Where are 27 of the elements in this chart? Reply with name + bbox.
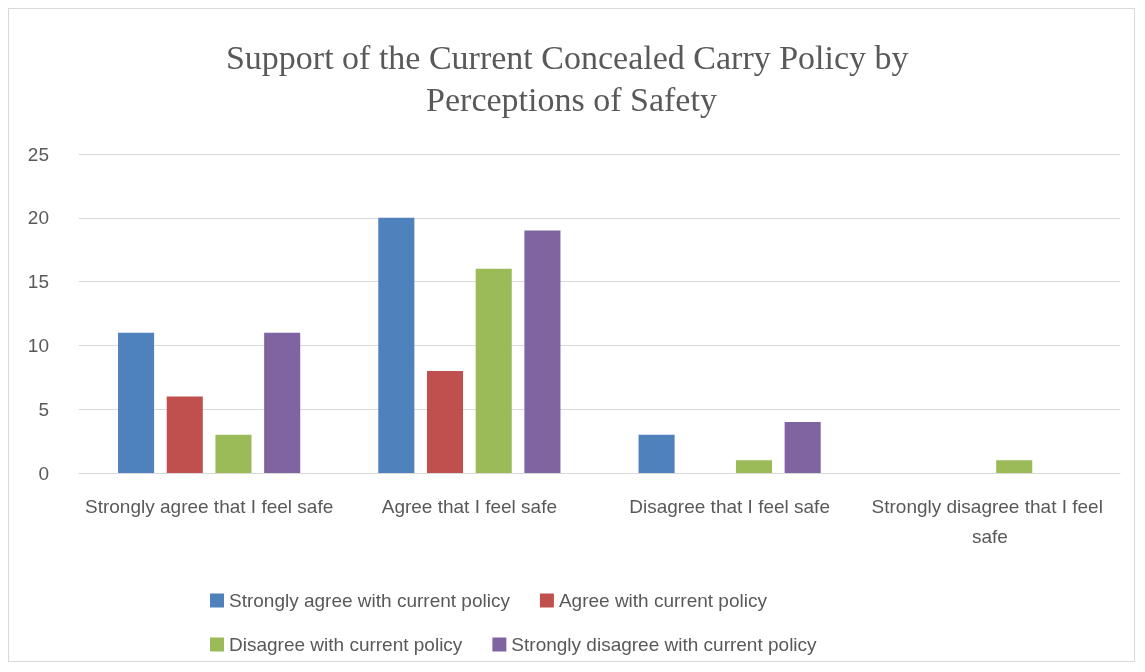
bar — [264, 332, 301, 473]
bar — [735, 460, 773, 473]
legend-label: Strongly disagree with current policy — [511, 634, 818, 655]
legend-label: Strongly agree with current policy — [229, 590, 511, 611]
x-tick-label: Strongly disagree that I feel safe — [871, 495, 1109, 547]
bar — [784, 421, 821, 473]
bar — [378, 217, 415, 473]
bar — [996, 460, 1033, 473]
bar — [524, 230, 561, 473]
x-tick-label: Agree that I feel safe — [381, 495, 558, 517]
bar — [166, 396, 203, 473]
y-tick-label: 15 — [27, 271, 49, 293]
bar — [638, 434, 675, 473]
y-tick-label: 5 — [38, 398, 49, 420]
legend-label: Agree with current policy — [558, 590, 768, 611]
x-tick-label: Strongly agree that I feel safe — [85, 495, 334, 517]
bar — [118, 332, 155, 473]
bar — [215, 434, 252, 473]
legend-label: Disagree with current policy — [229, 634, 463, 655]
bar — [475, 268, 512, 473]
chart-title: Support of the Current Concealed Carry Policy by Perceptions of Safety — [225, 38, 918, 118]
bar — [426, 370, 464, 473]
y-tick-label: 20 — [27, 207, 49, 229]
y-tick-label: 10 — [27, 334, 49, 356]
y-tick-label: 0 — [38, 462, 49, 484]
y-tick-label: 25 — [27, 143, 49, 165]
x-tick-label: Disagree that I feel safe — [629, 495, 830, 517]
